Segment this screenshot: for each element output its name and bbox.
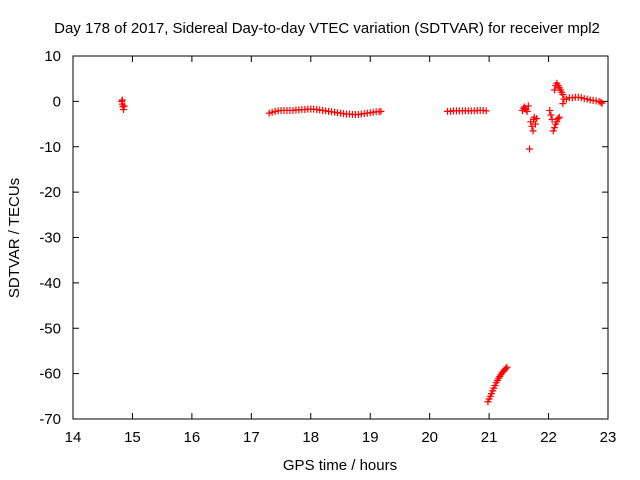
y-tick-label: -10 [39, 139, 61, 156]
data-point [526, 145, 534, 153]
data-point [531, 120, 539, 128]
chart-title: Day 178 of 2017, Sidereal Day-to-day VTE… [54, 20, 600, 37]
y-tick-label: -50 [39, 320, 61, 337]
data-point [528, 122, 536, 130]
data-point [583, 95, 591, 103]
data-point [268, 108, 276, 116]
data-point [546, 106, 554, 114]
y-tick-label: -60 [39, 366, 61, 383]
x-tick-label: 16 [184, 429, 201, 446]
x-tick-label: 23 [600, 429, 617, 446]
data-points [118, 79, 606, 406]
y-tick-label: 10 [44, 48, 61, 65]
data-point [503, 363, 511, 371]
data-point [521, 105, 529, 113]
data-point [547, 111, 555, 119]
data-point [553, 118, 561, 126]
data-point [524, 102, 532, 110]
y-tick-label: 0 [53, 93, 61, 110]
data-point [533, 115, 541, 123]
data-point [559, 91, 567, 99]
x-axis: 14 15 16 17 18 19 20 21 22 23 [65, 56, 617, 446]
y-tick-label: -70 [39, 411, 61, 428]
y-tick-label: -30 [39, 230, 61, 247]
data-point [551, 124, 558, 132]
x-tick-label: 18 [302, 429, 319, 446]
data-point [529, 127, 537, 135]
data-point [598, 99, 606, 107]
x-tick-label: 19 [362, 429, 379, 446]
x-tick-label: 14 [65, 429, 82, 446]
x-tick-label: 17 [243, 429, 260, 446]
data-point [562, 95, 570, 103]
data-point [502, 365, 510, 373]
x-tick-label: 21 [481, 429, 498, 446]
data-point [118, 96, 126, 104]
data-point [597, 98, 605, 106]
data-point [554, 115, 562, 123]
data-point [482, 107, 490, 115]
data-point [559, 100, 567, 108]
data-point [577, 94, 585, 102]
data-point [120, 102, 128, 110]
y-tick-label: -40 [39, 275, 61, 292]
y-axis: -70 -60 -50 -40 -30 -20 -10 0 10 [39, 48, 608, 428]
y-tick-label: -20 [39, 184, 61, 201]
y-axis-label: SDTVAR / TECUs [6, 178, 23, 298]
x-tick-label: 20 [421, 429, 438, 446]
x-axis-label: GPS time / hours [283, 457, 397, 474]
data-point [555, 113, 563, 121]
data-point [265, 109, 273, 117]
data-point [548, 116, 556, 124]
x-tick-label: 22 [540, 429, 557, 446]
data-point [377, 107, 385, 115]
data-point [549, 127, 557, 135]
x-tick-label: 15 [124, 429, 141, 446]
data-point [551, 86, 558, 94]
